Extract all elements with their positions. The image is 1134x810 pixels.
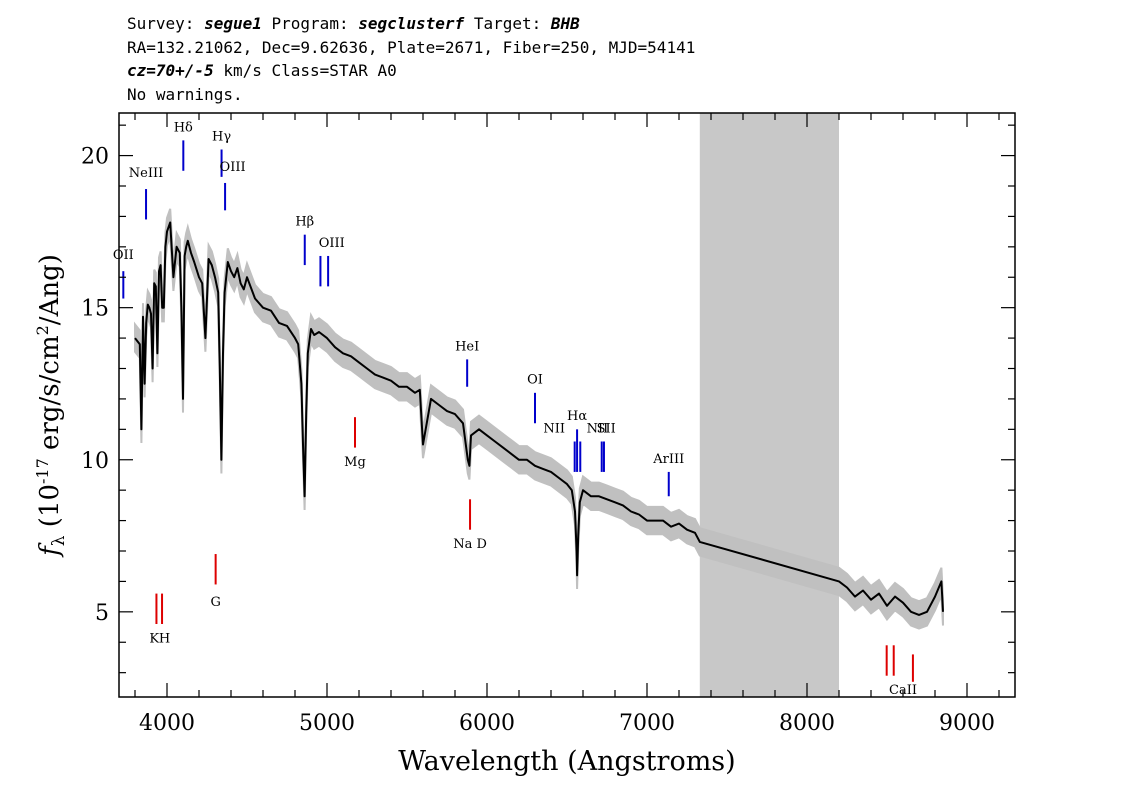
y-label-mid: erg/s/cm xyxy=(35,335,65,458)
y-tick-label: 5 xyxy=(95,601,109,626)
line-label: Hδ xyxy=(174,120,193,135)
x-tick-label: 4000 xyxy=(139,711,195,736)
line-label: OIII xyxy=(319,236,345,251)
line-label: H xyxy=(159,631,170,646)
y-label-exp1: -17 xyxy=(33,458,52,484)
header-warnings-line: No warnings. xyxy=(127,84,243,104)
masked-region xyxy=(699,113,839,697)
line-label: SII xyxy=(597,421,616,436)
line-label: OIII xyxy=(220,160,246,175)
x-tick-label: 8000 xyxy=(779,711,835,736)
x-tick-label: 5000 xyxy=(299,711,355,736)
line-label: G xyxy=(210,595,220,610)
header-coords-line: RA=132.21062, Dec=9.62636, Plate=2671, F… xyxy=(127,37,696,57)
x-tick-label: 9000 xyxy=(939,711,995,736)
header-cz-line: cz=70+/-5 km/s Class=STAR A0 xyxy=(127,59,695,83)
flux-error-band xyxy=(134,208,944,630)
line-label: HeI xyxy=(455,339,479,354)
line-label: NII xyxy=(543,421,565,436)
y-label-sub: λ xyxy=(49,535,69,546)
line-label: NII xyxy=(587,421,609,436)
line-label: K xyxy=(149,631,159,646)
plot-frame xyxy=(118,112,1016,698)
y-axis-label: fλ (10-17 erg/s/cm2/Ang) xyxy=(33,254,69,558)
x-tick-label: 6000 xyxy=(459,711,515,736)
target-value: BHB xyxy=(550,14,580,33)
program-value: segclusterf xyxy=(358,14,465,33)
cz-value: cz=70+/-5 xyxy=(127,61,214,80)
y-tick-label: 20 xyxy=(81,145,109,170)
line-label: Na D xyxy=(453,537,487,552)
line-label: ArIII xyxy=(652,452,684,467)
spectrum-header: Survey: segue1 Program: segclusterf Targ… xyxy=(127,12,695,106)
target-label: Target: xyxy=(473,14,542,33)
line-label: Mg xyxy=(344,455,366,470)
y-label-exp2: 2 xyxy=(33,325,52,335)
y-tick-label: 10 xyxy=(81,449,109,474)
x-axis-label: Wavelength (Angstroms) xyxy=(398,746,735,777)
y-label-pre: (10 xyxy=(35,484,65,536)
survey-value: segue1 xyxy=(204,14,262,33)
y-tick-label: 15 xyxy=(81,297,109,322)
line-label: Hβ xyxy=(295,215,314,230)
line-label: Hα xyxy=(567,409,587,424)
line-label: OI xyxy=(527,373,543,388)
flux-series-line xyxy=(134,221,944,616)
y-label-post: /Ang) xyxy=(35,254,65,325)
class-value: km/s Class=STAR A0 xyxy=(223,61,397,80)
program-label: Program: xyxy=(271,14,349,33)
header-survey-line: Survey: segue1 Program: segclusterf Targ… xyxy=(127,12,695,36)
line-label: OII xyxy=(113,248,134,263)
line-label: NeIII xyxy=(129,166,163,181)
survey-label: Survey: xyxy=(127,14,195,33)
x-tick-label: 7000 xyxy=(619,711,675,736)
line-label: Hγ xyxy=(212,129,231,144)
